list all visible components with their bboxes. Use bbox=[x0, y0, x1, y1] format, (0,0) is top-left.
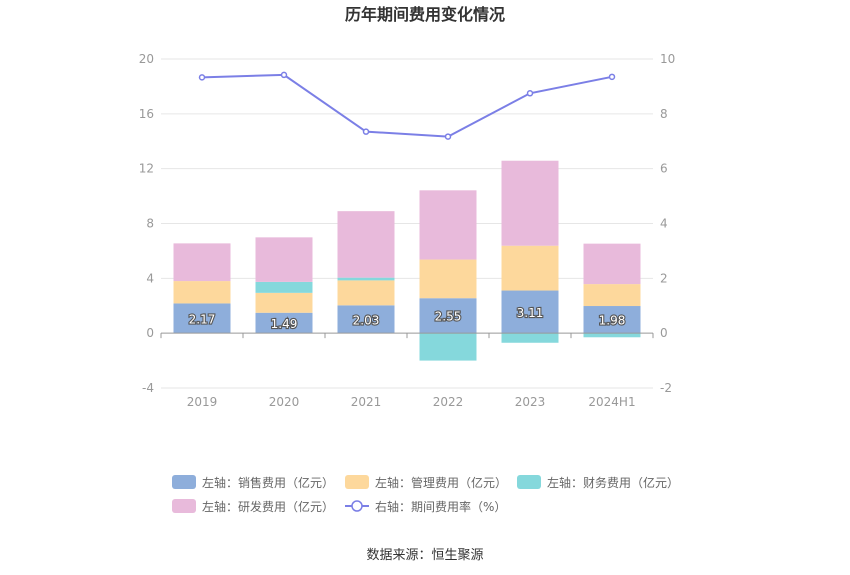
left-tick-label: 4 bbox=[146, 271, 154, 285]
bar-data-label: 3.11 bbox=[517, 306, 544, 320]
right-tick-label: -2 bbox=[660, 381, 672, 395]
bar-data-label: 1.49 bbox=[271, 317, 298, 331]
rate-line-path bbox=[201, 73, 613, 138]
bar-data-label: 1.98 bbox=[599, 314, 626, 328]
bar-segment bbox=[583, 284, 641, 307]
bar-segment bbox=[173, 243, 231, 282]
chart-title: 历年期间费用变化情况 bbox=[345, 5, 505, 24]
x-axis bbox=[160, 332, 654, 339]
right-tick-label: 4 bbox=[660, 217, 668, 231]
left-tick-label: 8 bbox=[146, 217, 154, 231]
legend-swatch bbox=[172, 475, 196, 489]
rate-point bbox=[608, 73, 616, 81]
x-tick-label: 2020 bbox=[269, 395, 300, 409]
bar-labels: 2.17 1.49 2.03 2.55 3.11 1.98 bbox=[188, 305, 627, 332]
bars bbox=[173, 160, 641, 361]
bar-segment bbox=[583, 243, 641, 285]
rate-point bbox=[280, 71, 288, 79]
right-tick-label: 2 bbox=[660, 271, 668, 285]
legend-label: 左轴：销售费用（亿元） bbox=[202, 475, 334, 490]
x-tick-label: 2024H1 bbox=[588, 395, 635, 409]
grid-lines bbox=[161, 58, 653, 389]
right-tick-label: 6 bbox=[660, 162, 668, 176]
right-axis-ticks: -2 0 2 4 6 8 10 bbox=[660, 52, 675, 395]
legend-label: 左轴：管理费用（亿元） bbox=[375, 475, 507, 490]
bar-segment bbox=[337, 305, 395, 334]
bar-segment bbox=[419, 333, 477, 361]
bar-segment bbox=[255, 237, 313, 282]
bar-segment bbox=[419, 259, 477, 299]
right-tick-label: 10 bbox=[660, 52, 675, 66]
rate-point bbox=[444, 133, 452, 140]
bar-segment bbox=[501, 160, 559, 246]
bar-data-label: 2.03 bbox=[353, 313, 380, 327]
legend: 左轴：销售费用（亿元） 左轴：管理费用（亿元） 左轴：财务费用（亿元） 左轴：研发费用… bbox=[172, 475, 679, 514]
legend-swatch bbox=[517, 475, 541, 489]
rate-point bbox=[526, 90, 534, 97]
right-tick-label: 8 bbox=[660, 107, 668, 121]
bar-segment bbox=[337, 280, 395, 306]
bar-segment bbox=[255, 292, 313, 313]
x-tick-label: 2019 bbox=[187, 395, 218, 409]
rate-line bbox=[198, 71, 616, 140]
bar-segment bbox=[173, 303, 231, 334]
legend-swatch bbox=[345, 475, 369, 489]
bar-data-label: 2.55 bbox=[435, 310, 462, 324]
rate-point bbox=[362, 128, 370, 135]
bar-segment bbox=[501, 333, 559, 343]
legend-marker bbox=[351, 500, 363, 512]
left-tick-label: 12 bbox=[139, 162, 154, 176]
bar-data-label: 2.17 bbox=[189, 312, 216, 326]
rate-point bbox=[198, 74, 206, 81]
right-tick-label: 0 bbox=[660, 326, 668, 340]
left-axis-ticks: -4 0 4 8 12 16 20 bbox=[139, 52, 154, 395]
left-tick-label: 0 bbox=[146, 326, 154, 340]
legend-label: 右轴：期间费用率（%） bbox=[375, 499, 506, 514]
bar-segment bbox=[583, 333, 641, 338]
bar-segment bbox=[501, 290, 559, 334]
source-text: 数据来源：恒生聚源 bbox=[366, 548, 483, 563]
left-tick-label: -4 bbox=[142, 381, 154, 395]
bar-segment bbox=[337, 277, 395, 281]
legend-swatch bbox=[172, 499, 196, 513]
bar-segment bbox=[419, 190, 477, 260]
x-axis-ticks: 2019 2020 2021 2022 2023 2024H1 bbox=[187, 395, 636, 409]
left-tick-label: 16 bbox=[139, 107, 154, 121]
legend-label: 左轴：财务费用（亿元） bbox=[547, 475, 679, 490]
bar-segment bbox=[337, 211, 395, 278]
bar-segment bbox=[583, 306, 641, 334]
x-tick-label: 2023 bbox=[515, 395, 546, 409]
left-tick-label: 20 bbox=[139, 52, 154, 66]
x-tick-label: 2022 bbox=[433, 395, 464, 409]
bar-segment bbox=[255, 312, 313, 334]
x-tick-label: 2021 bbox=[351, 395, 382, 409]
bar-segment bbox=[173, 281, 231, 304]
legend-label: 左轴：研发费用（亿元） bbox=[202, 499, 334, 514]
bar-segment bbox=[255, 281, 313, 293]
bar-segment bbox=[501, 245, 559, 291]
bar-segment bbox=[419, 298, 477, 334]
